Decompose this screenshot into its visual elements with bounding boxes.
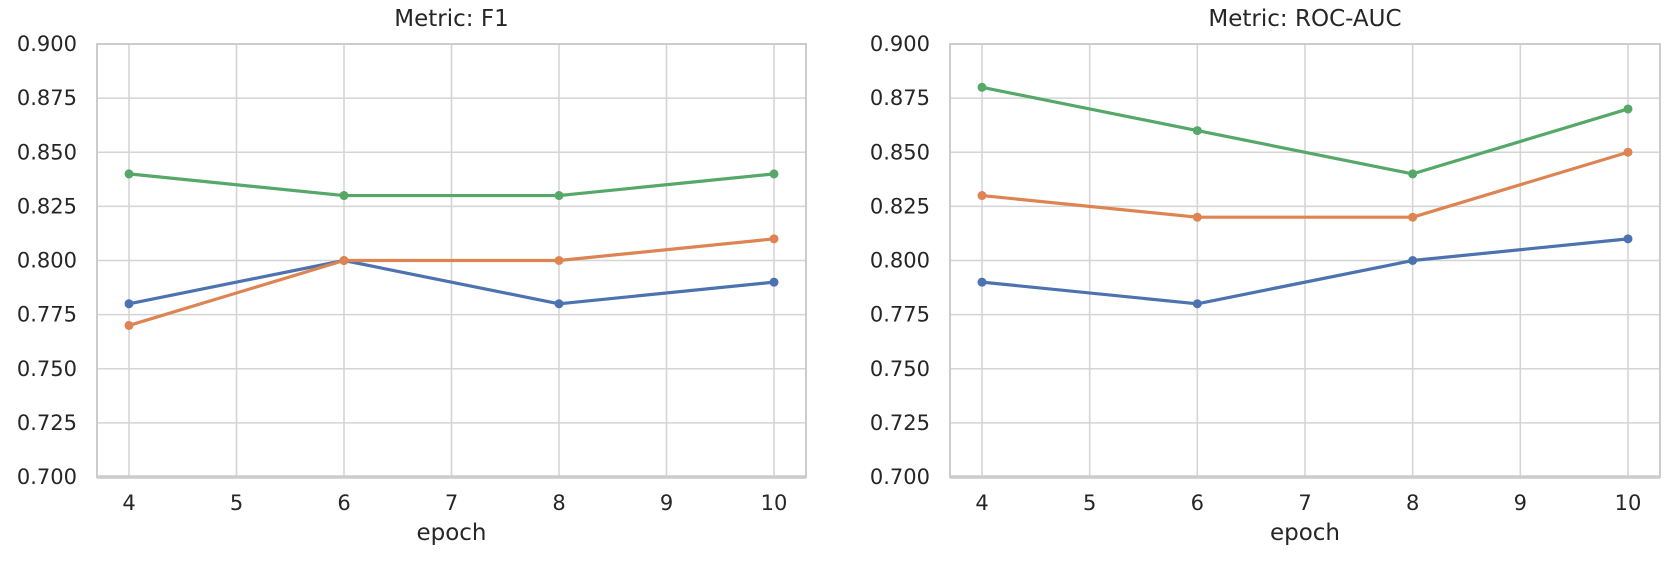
y-tick-label: 0.800: [870, 249, 930, 273]
y-tick-label: 0.825: [870, 194, 930, 218]
x-tick-label: 10: [1615, 491, 1642, 515]
data-point-marker-green: [124, 169, 134, 179]
data-point-marker-green: [554, 191, 564, 201]
y-tick-label: 0.800: [17, 249, 77, 273]
data-point-marker-green: [1192, 126, 1202, 136]
y-tick-label: 0.775: [870, 303, 930, 327]
y-tick-label: 0.750: [870, 357, 930, 381]
chart-title-f1: Metric: F1: [394, 6, 509, 32]
data-point-marker-orange: [1192, 212, 1202, 222]
y-tick-label: 0.900: [870, 32, 930, 56]
y-tick-label: 0.725: [870, 411, 930, 435]
series-line-blue: [980, 237, 1630, 306]
x-axis-label-f1: epoch: [416, 520, 487, 546]
data-point-marker-orange: [124, 320, 134, 330]
chart-title-roc-auc: Metric: ROC-AUC: [1208, 6, 1402, 32]
y-tick-label: 0.850: [870, 140, 930, 164]
data-point-marker-green: [1623, 104, 1633, 114]
data-point-marker-blue: [554, 299, 564, 309]
x-tick-label: 4: [975, 491, 988, 515]
x-tick-label: 9: [660, 491, 673, 515]
data-point-marker-blue: [1192, 299, 1202, 309]
x-tick-label: 5: [230, 491, 243, 515]
x-tick-label: 4: [122, 491, 135, 515]
y-tick-label: 0.875: [17, 86, 77, 110]
data-point-marker-orange: [977, 191, 987, 201]
data-point-marker-green: [769, 169, 779, 179]
series-line-orange: [127, 237, 776, 328]
x-tick-label: 7: [445, 491, 458, 515]
data-point-marker-orange: [1408, 212, 1418, 222]
x-tick-label: 8: [1406, 491, 1419, 515]
y-tick-label: 0.850: [17, 140, 77, 164]
data-point-marker-orange: [1623, 147, 1633, 157]
y-tick-label: 0.875: [870, 86, 930, 110]
data-point-marker-green: [977, 82, 987, 92]
y-tick-label: 0.700: [17, 465, 77, 489]
x-tick-label: 8: [552, 491, 565, 515]
data-point-marker-green: [339, 191, 349, 201]
data-point-marker-blue: [977, 277, 987, 287]
data-point-marker-orange: [339, 256, 349, 265]
data-point-marker-orange: [554, 256, 564, 265]
data-point-marker-blue: [769, 277, 779, 287]
y-tick-label: 0.775: [17, 303, 77, 327]
data-point-marker-blue: [1408, 256, 1418, 265]
x-tick-label: 7: [1298, 491, 1311, 515]
data-point-marker-blue: [1623, 234, 1633, 244]
x-tick-label: 5: [1083, 491, 1096, 515]
y-tick-label: 0.725: [17, 411, 77, 435]
data-point-marker-orange: [769, 234, 779, 244]
data-point-marker-green: [1408, 169, 1418, 179]
x-axis-label-roc-auc: epoch: [1269, 520, 1341, 546]
series-line-orange: [980, 150, 1630, 219]
y-tick-label: 0.700: [870, 465, 930, 489]
y-tick-label: 0.900: [17, 32, 77, 56]
x-tick-label: 9: [1514, 491, 1527, 515]
series-line-blue: [127, 258, 776, 306]
series-line-green: [127, 172, 776, 198]
y-tick-label: 0.825: [17, 194, 77, 218]
x-tick-label: 10: [761, 491, 788, 515]
x-tick-label: 6: [337, 491, 350, 515]
x-tick-label: 6: [1191, 491, 1204, 515]
series-line-green: [980, 85, 1630, 176]
data-point-marker-blue: [124, 299, 134, 309]
y-tick-label: 0.750: [17, 357, 77, 381]
